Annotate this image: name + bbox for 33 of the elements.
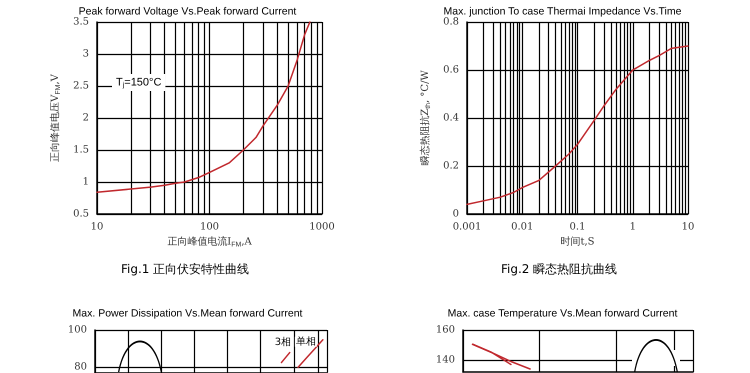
- y-tick-label: 3.5: [73, 16, 89, 28]
- chart-title: Max. junction To case Thermai Impedance Vs.Time: [444, 6, 682, 18]
- y-tick-label: 0.8: [443, 16, 459, 28]
- chart-title: Max. Power Dissipation Vs.Mean forward Current: [72, 308, 303, 320]
- y-tick-label: 3: [82, 48, 89, 60]
- x-tick-label: 100: [200, 222, 220, 232]
- x-tick-label: 1000: [309, 222, 335, 232]
- y-tick-label: 1: [82, 176, 89, 188]
- series-label: 单相: [296, 335, 316, 348]
- y-tick-label: 160: [436, 324, 455, 336]
- y-tick-label: 2: [82, 112, 89, 124]
- y-tick-label: 1.5: [73, 144, 89, 156]
- y-tick-label: 0.5: [73, 208, 89, 220]
- y-tick-label: 0.6: [443, 64, 459, 76]
- caption: Fig.1 正向伏安特性曲线: [121, 262, 250, 276]
- x-tick-label: 0.001: [452, 222, 482, 232]
- x-tick-label: 1: [630, 222, 636, 232]
- x-tick-label: 0.01: [511, 222, 534, 232]
- x-tick-label: 0.1: [570, 222, 586, 232]
- y-tick-label: 0: [452, 208, 459, 220]
- y-tick-label: 100: [68, 324, 87, 336]
- y-tick-label: 0.2: [443, 160, 459, 172]
- x-tick-label: 10: [90, 222, 104, 232]
- y-tick-label: 0.4: [443, 112, 459, 124]
- y-tick-label: 2.5: [73, 80, 89, 92]
- x-tick-label: 10: [682, 222, 694, 232]
- chart-title: Peak forward Voltage Vs.Peak forward Current: [78, 6, 296, 18]
- chart-title: Max. case Temperature Vs.Mean forward Current: [448, 308, 678, 320]
- x-axis-title: 时间t,S: [560, 235, 595, 248]
- caption: Fig.2 瞬态热阻抗曲线: [501, 262, 618, 276]
- series-label: 3相: [274, 336, 292, 348]
- y-tick-label: 140: [436, 354, 455, 366]
- y-tick-label: 80: [74, 362, 87, 372]
